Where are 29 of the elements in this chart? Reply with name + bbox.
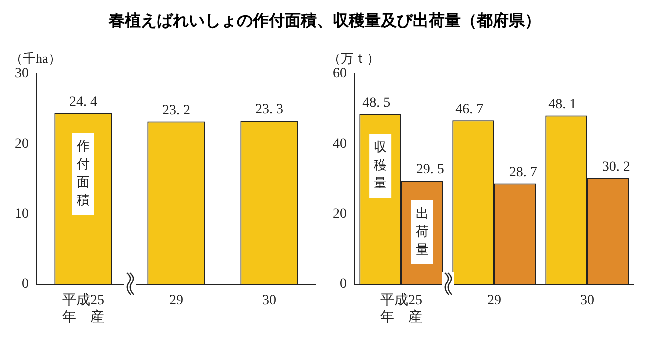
y-tick-label: 20 (15, 136, 29, 152)
data-label: 24. 4 (70, 94, 98, 110)
y-tick-label: 0 (22, 277, 29, 292)
y-tick-label: 20 (333, 206, 347, 222)
x-tick-label: 30 (580, 293, 594, 308)
data-label: 48. 1 (548, 97, 577, 112)
series-label: 収穫量 (374, 140, 388, 191)
chart-title: 春植えばれいしょの作付面積、収穫量及び出荷量（都府県） (108, 10, 542, 32)
data-label: 28. 7 (509, 165, 538, 180)
y-axis-title: （万ｔ） (328, 50, 380, 66)
x-tick-label: 29 (170, 293, 184, 308)
data-label: 23. 3 (256, 102, 284, 118)
y-tick-label: 40 (333, 136, 347, 152)
data-label: 29. 5 (416, 162, 444, 178)
series-label: 出荷量 (416, 206, 429, 257)
y-tick-label: 10 (15, 206, 29, 222)
y-tick-label: 60 (333, 66, 347, 82)
x-tick-label: 29 (488, 293, 502, 308)
data-label: 23. 2 (162, 103, 190, 118)
x-tick-label: 30 (262, 293, 276, 308)
series-label: 作付面積 (76, 138, 90, 208)
y-axis-title: （千ha） (10, 50, 62, 66)
y-tick-label: 30 (15, 66, 29, 82)
data-label: 48. 5 (362, 96, 391, 111)
x-tick-label: 平成25 年 産 (62, 292, 104, 326)
data-label: 46. 7 (456, 102, 484, 118)
data-label: 30. 2 (602, 160, 630, 176)
y-tick-label: 0 (340, 277, 347, 292)
x-tick-label: 平成25 年 産 (380, 292, 422, 326)
